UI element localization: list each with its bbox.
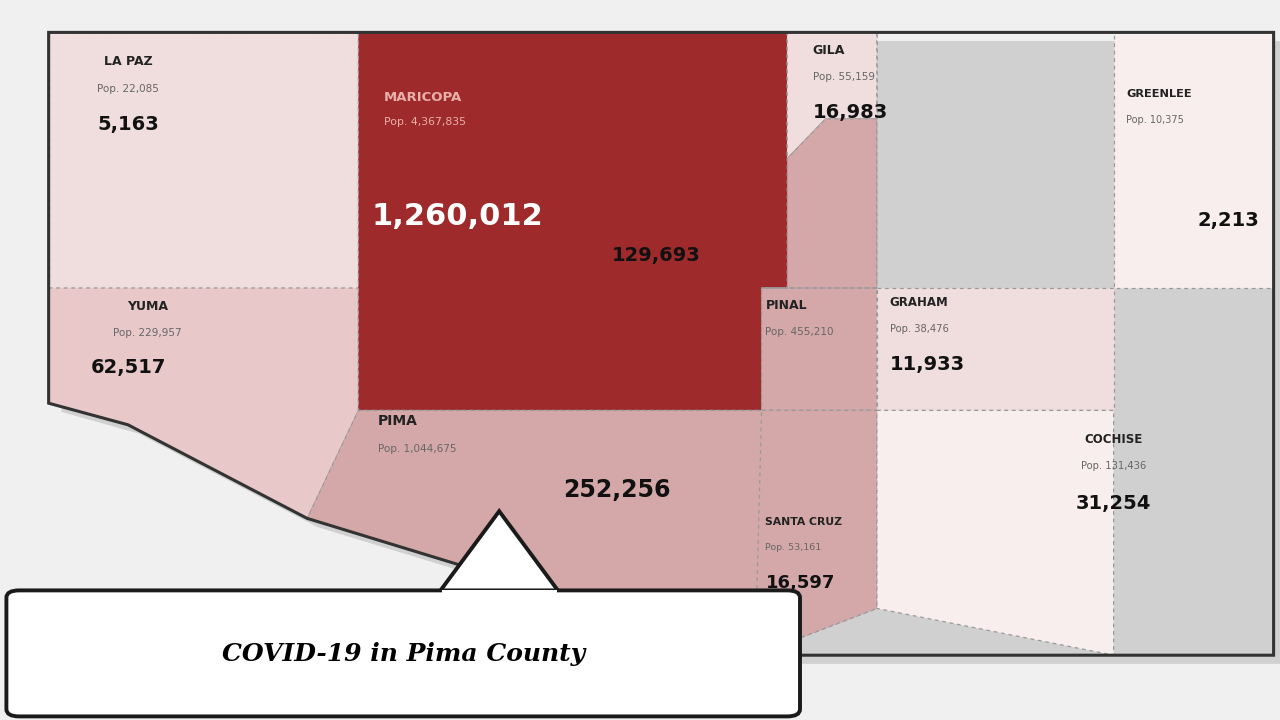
Text: LA PAZ: LA PAZ xyxy=(104,55,152,68)
Polygon shape xyxy=(49,32,358,288)
Text: 1,260,012: 1,260,012 xyxy=(371,202,543,230)
Text: 16,597: 16,597 xyxy=(765,575,835,592)
Text: 2,213: 2,213 xyxy=(1198,211,1260,230)
Text: 5,163: 5,163 xyxy=(97,115,159,134)
Text: PIMA: PIMA xyxy=(378,414,417,428)
Polygon shape xyxy=(307,410,877,655)
Polygon shape xyxy=(49,288,358,518)
Text: GREENLEE: GREENLEE xyxy=(1126,89,1192,99)
Polygon shape xyxy=(61,41,1280,664)
Text: COVID-19 in Pima County: COVID-19 in Pima County xyxy=(221,642,585,666)
Text: YUMA: YUMA xyxy=(127,300,168,312)
Text: SANTA CRUZ: SANTA CRUZ xyxy=(765,517,842,527)
Text: Pop. 455,210: Pop. 455,210 xyxy=(765,327,835,337)
Text: 129,693: 129,693 xyxy=(612,246,700,265)
Polygon shape xyxy=(1114,32,1274,288)
Bar xyxy=(442,590,557,619)
Text: GRAHAM: GRAHAM xyxy=(890,296,948,309)
Text: Pop. 38,476: Pop. 38,476 xyxy=(890,324,948,334)
Text: Pop. 131,436: Pop. 131,436 xyxy=(1082,461,1146,471)
Text: Pop. 55,159: Pop. 55,159 xyxy=(813,72,874,82)
Text: Pop. 22,085: Pop. 22,085 xyxy=(97,84,159,94)
Polygon shape xyxy=(787,32,877,158)
Polygon shape xyxy=(358,32,877,410)
Text: 31,254: 31,254 xyxy=(1076,495,1151,513)
FancyBboxPatch shape xyxy=(6,590,800,716)
Polygon shape xyxy=(435,511,563,598)
Text: Pop. 4,367,835: Pop. 4,367,835 xyxy=(384,117,466,127)
Text: 252,256: 252,256 xyxy=(563,477,671,502)
Polygon shape xyxy=(762,119,877,410)
Polygon shape xyxy=(877,410,1114,655)
Text: PINAL: PINAL xyxy=(765,299,808,312)
Polygon shape xyxy=(877,288,1114,410)
Text: MARICOPA: MARICOPA xyxy=(384,91,462,104)
Text: COCHISE: COCHISE xyxy=(1084,433,1143,446)
Text: 62,517: 62,517 xyxy=(91,358,165,377)
Text: 11,933: 11,933 xyxy=(890,355,965,374)
Text: Pop. 10,375: Pop. 10,375 xyxy=(1126,115,1184,125)
Text: Pop. 229,957: Pop. 229,957 xyxy=(113,328,182,338)
Text: Pop. 1,044,675: Pop. 1,044,675 xyxy=(378,444,456,454)
Text: 16,983: 16,983 xyxy=(813,103,888,122)
Polygon shape xyxy=(755,410,877,655)
Text: GILA: GILA xyxy=(813,44,845,57)
Text: Pop. 53,161: Pop. 53,161 xyxy=(765,543,822,552)
